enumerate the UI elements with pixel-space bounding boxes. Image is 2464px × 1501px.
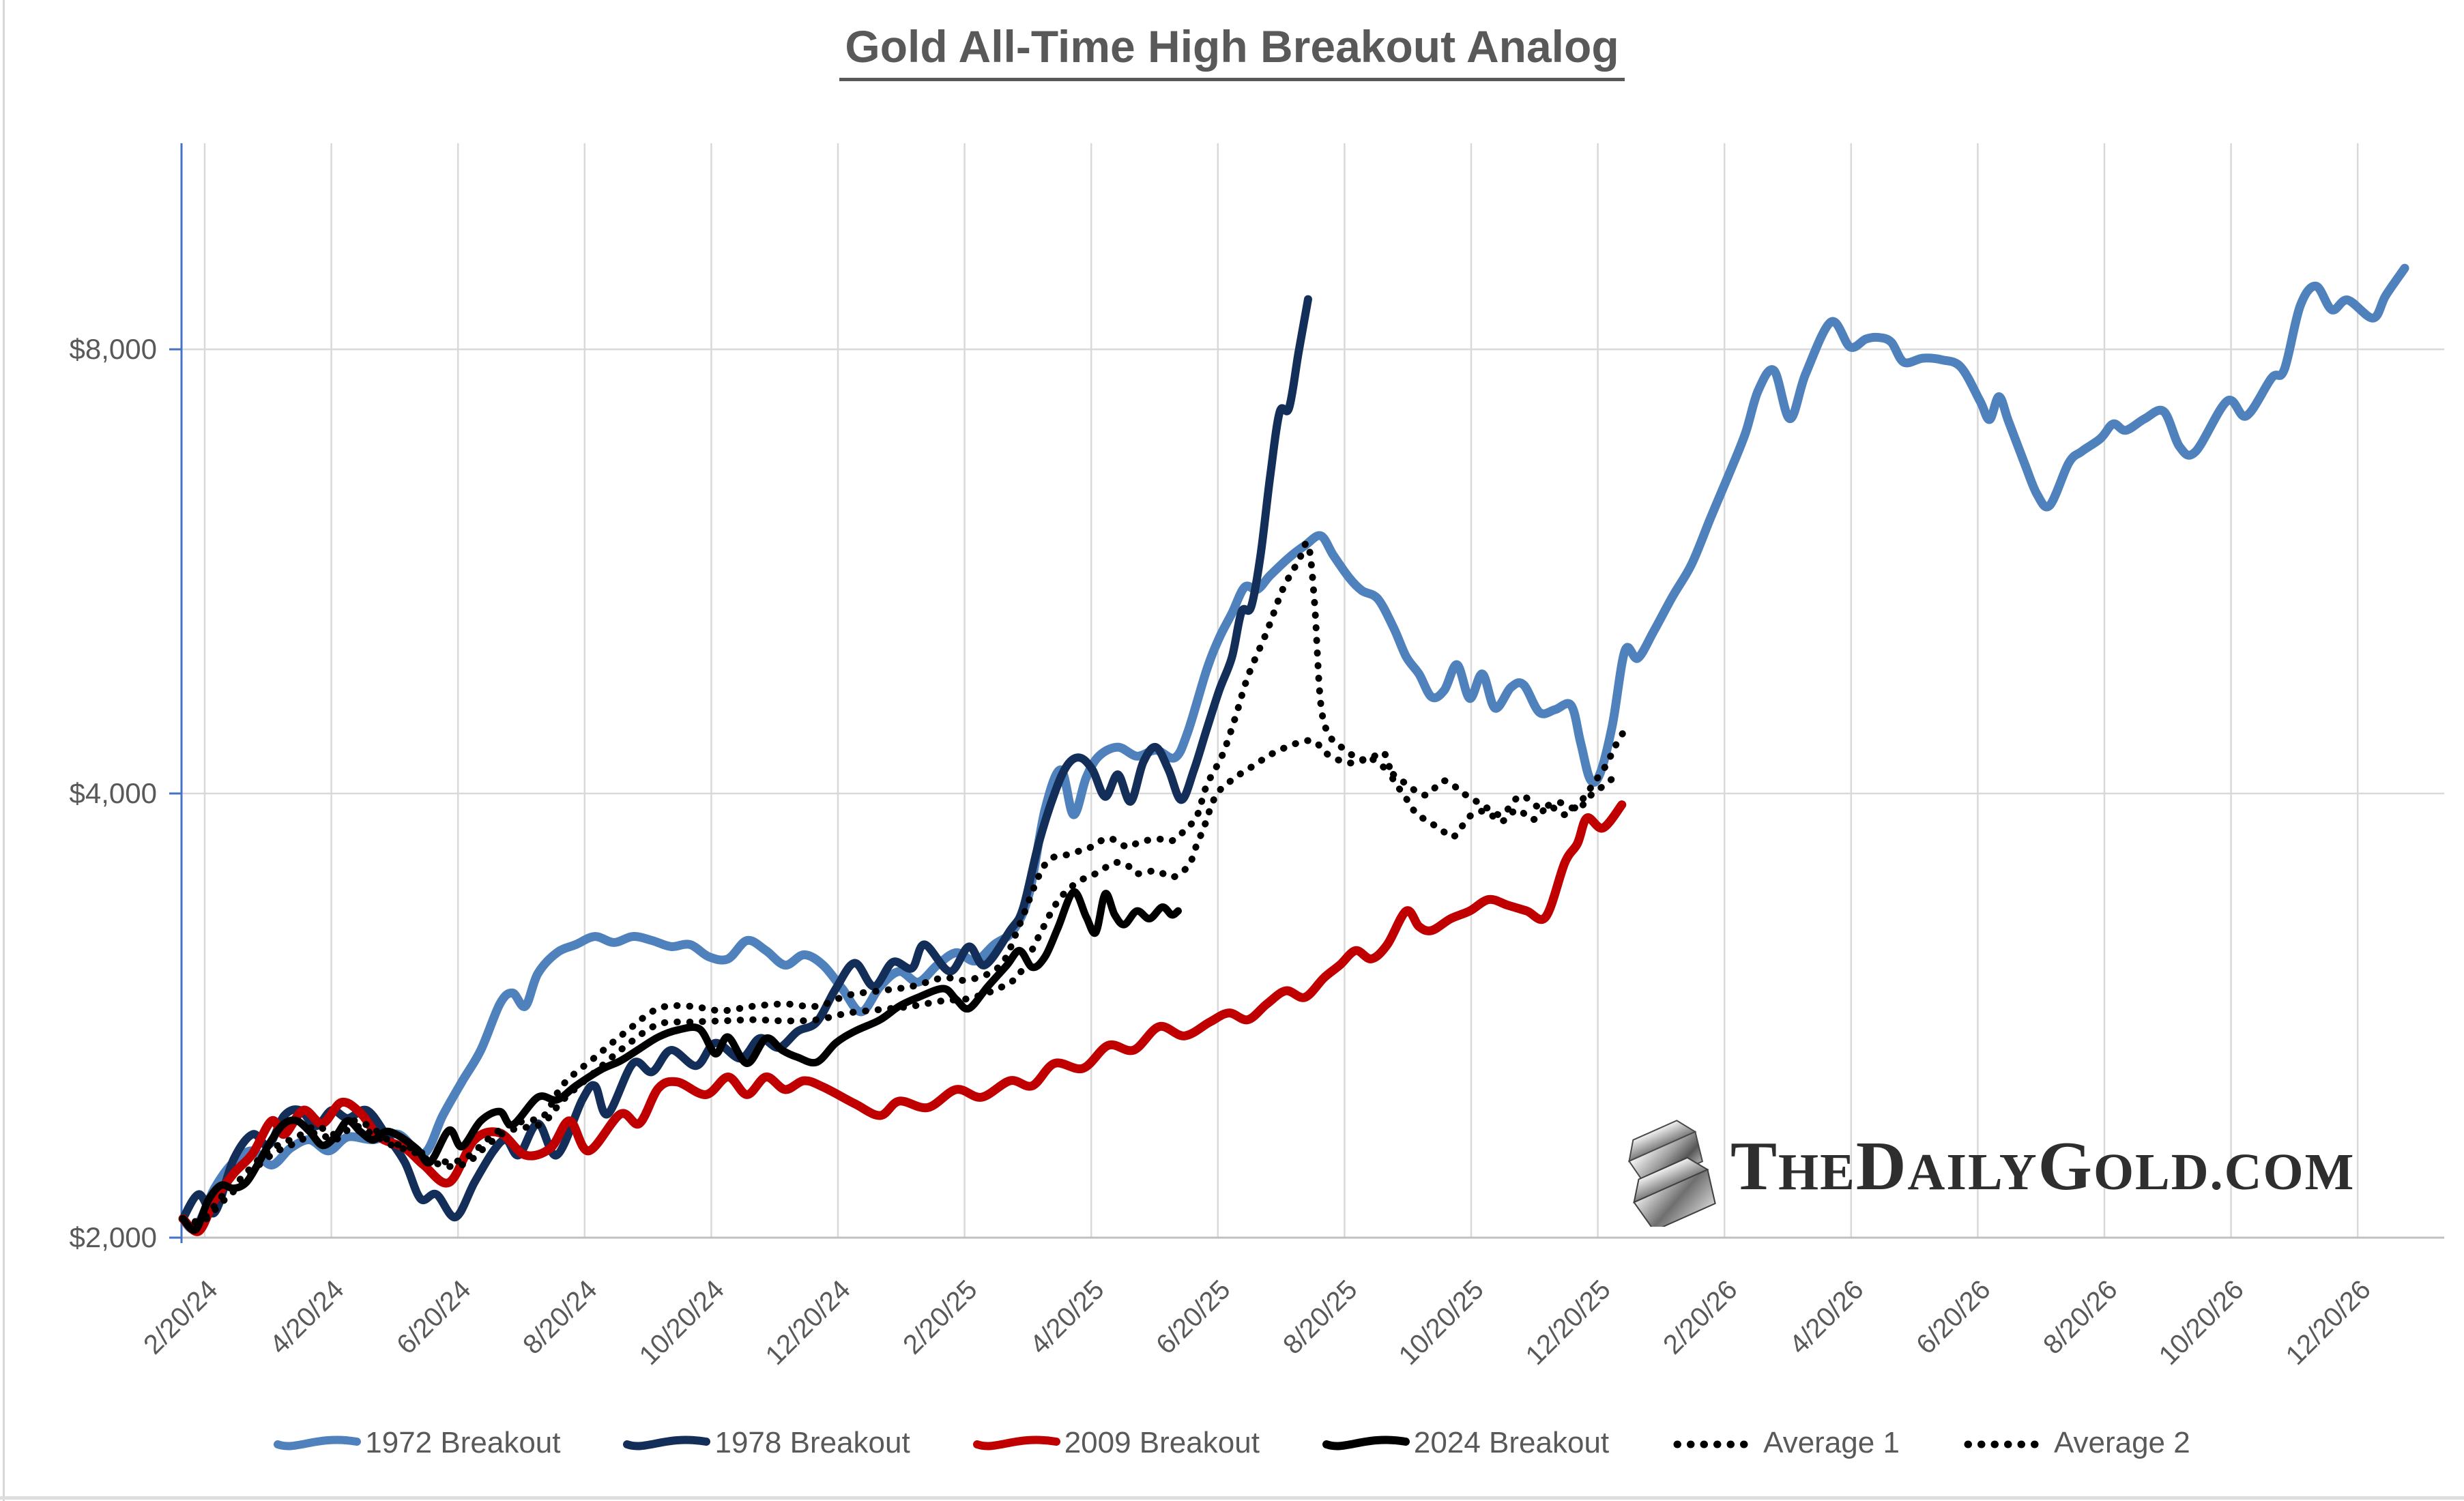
wordmark-capital: G	[2038, 1127, 2093, 1205]
legend-item-2009-breakout: 2009 Breakout	[972, 1426, 1260, 1460]
y-axis-label: $8,000	[69, 333, 157, 365]
series-1972-breakout	[178, 263, 2409, 1234]
legend-label: 2024 Breakout	[1413, 1426, 1610, 1459]
legend-item-2024-breakout: 2024 Breakout	[1322, 1426, 1609, 1460]
chart-legend: 1972 Breakout 1978 Breakout 2009 Breakout 2…	[0, 1426, 2464, 1460]
y-axis-label: $4,000	[69, 777, 157, 809]
thedailygold-wordmark: THEDAILYGOLD.COM	[1730, 1126, 2355, 1206]
series-2009-breakout	[178, 800, 1627, 1236]
legend-swatch	[1322, 1436, 1410, 1451]
series-2024-breakout	[179, 888, 1182, 1234]
wordmark-smallcaps: AILY	[1907, 1143, 2038, 1201]
gold-bars-icon	[1627, 1120, 1716, 1227]
legend-swatch	[623, 1436, 711, 1451]
chart-title-wrap: Gold All-Time High Breakout Analog	[0, 20, 2464, 81]
wordmark-smallcaps: OLD.COM	[2093, 1143, 2356, 1201]
wordmark-capital: D	[1855, 1127, 1908, 1205]
legend-swatch	[1673, 1440, 1758, 1448]
legend-item-1972-breakout: 1972 Breakout	[274, 1426, 560, 1460]
legend-swatch	[972, 1436, 1060, 1451]
legend-item-average-1: Average 1	[1672, 1426, 1900, 1460]
window-bottom-edge	[0, 1496, 2464, 1500]
series-average-2	[179, 737, 1623, 1226]
wordmark-capital: T	[1730, 1127, 1779, 1205]
chart-title: Gold All-Time High Breakout Analog	[839, 20, 1625, 81]
legend-label: 1972 Breakout	[365, 1426, 561, 1459]
legend-item-1978-breakout: 1978 Breakout	[623, 1426, 910, 1460]
thedailygold-watermark: THEDAILYGOLD.COM	[1623, 1105, 2355, 1227]
legend-swatch	[1964, 1440, 2048, 1448]
series-average-1	[179, 539, 1629, 1225]
y-axis-label: $2,000	[69, 1221, 157, 1253]
legend-label: 2009 Breakout	[1064, 1426, 1260, 1459]
legend-label: 1978 Breakout	[714, 1426, 910, 1459]
legend-item-average-2: Average 2	[1962, 1426, 2190, 1460]
legend-label: Average 1	[1763, 1426, 1900, 1459]
wordmark-smallcaps: HE	[1778, 1143, 1856, 1201]
legend-swatch	[274, 1436, 362, 1451]
window-left-edge	[3, 0, 5, 1501]
legend-label: Average 2	[2053, 1426, 2190, 1459]
